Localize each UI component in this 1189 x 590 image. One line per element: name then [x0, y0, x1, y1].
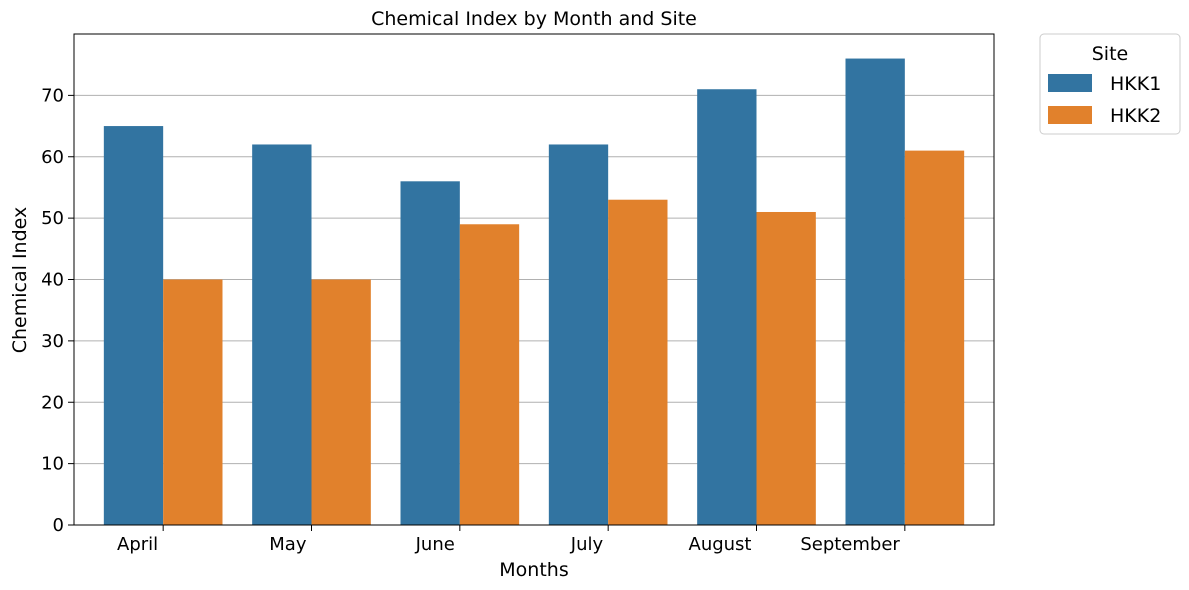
bar-hkk2-june: [459, 224, 520, 525]
y-tick-label: 10: [41, 454, 64, 475]
chart-title: Chemical Index by Month and Site: [371, 8, 697, 30]
y-tick-label: 70: [41, 85, 64, 106]
x-axis-title: Months: [499, 559, 568, 581]
bar-hkk2-april: [163, 279, 223, 525]
y-tick-label: 50: [41, 208, 64, 229]
legend-title: Site: [1092, 43, 1128, 65]
x-tick-label: June: [415, 534, 455, 555]
x-tick-label: September: [800, 534, 900, 555]
legend-swatch-hkk2: [1048, 106, 1092, 124]
bar-hkk2-july: [608, 199, 668, 525]
legend: Site HKK1 HKK2: [1039, 33, 1181, 135]
x-tick-label: July: [570, 534, 604, 555]
bar-hkk1-april: [103, 126, 164, 525]
legend-label-hkk2: HKK2: [1110, 105, 1161, 127]
bar-hkk2-september: [904, 150, 965, 526]
x-tick-label: April: [117, 534, 158, 555]
x-tick-label: August: [689, 534, 752, 555]
legend-swatch-hkk1: [1048, 74, 1092, 92]
y-tick-label: 0: [53, 515, 64, 536]
y-axis-ticks: 0 10 20 30 40 50 60 70: [41, 85, 74, 536]
bar-hkk1-july: [548, 144, 609, 525]
bar-hkk1-september: [845, 58, 905, 526]
bar-hkk1-june: [400, 181, 460, 526]
bar-hkk1-august: [697, 89, 757, 526]
legend-label-hkk1: HKK1: [1110, 73, 1161, 95]
bars: [103, 58, 965, 526]
gridlines: [74, 94, 994, 465]
x-axis-ticks: April May June July August September: [117, 525, 906, 555]
bar-hkk1-may: [252, 144, 312, 525]
y-tick-label: 60: [41, 147, 64, 168]
y-tick-label: 40: [41, 270, 64, 291]
bar-hkk2-may: [311, 279, 371, 525]
y-axis-title: Chemical Index: [9, 207, 31, 354]
x-tick-label: May: [269, 534, 307, 555]
y-tick-label: 20: [41, 392, 64, 413]
bar-hkk2-august: [756, 211, 816, 526]
y-tick-label: 30: [41, 331, 64, 352]
